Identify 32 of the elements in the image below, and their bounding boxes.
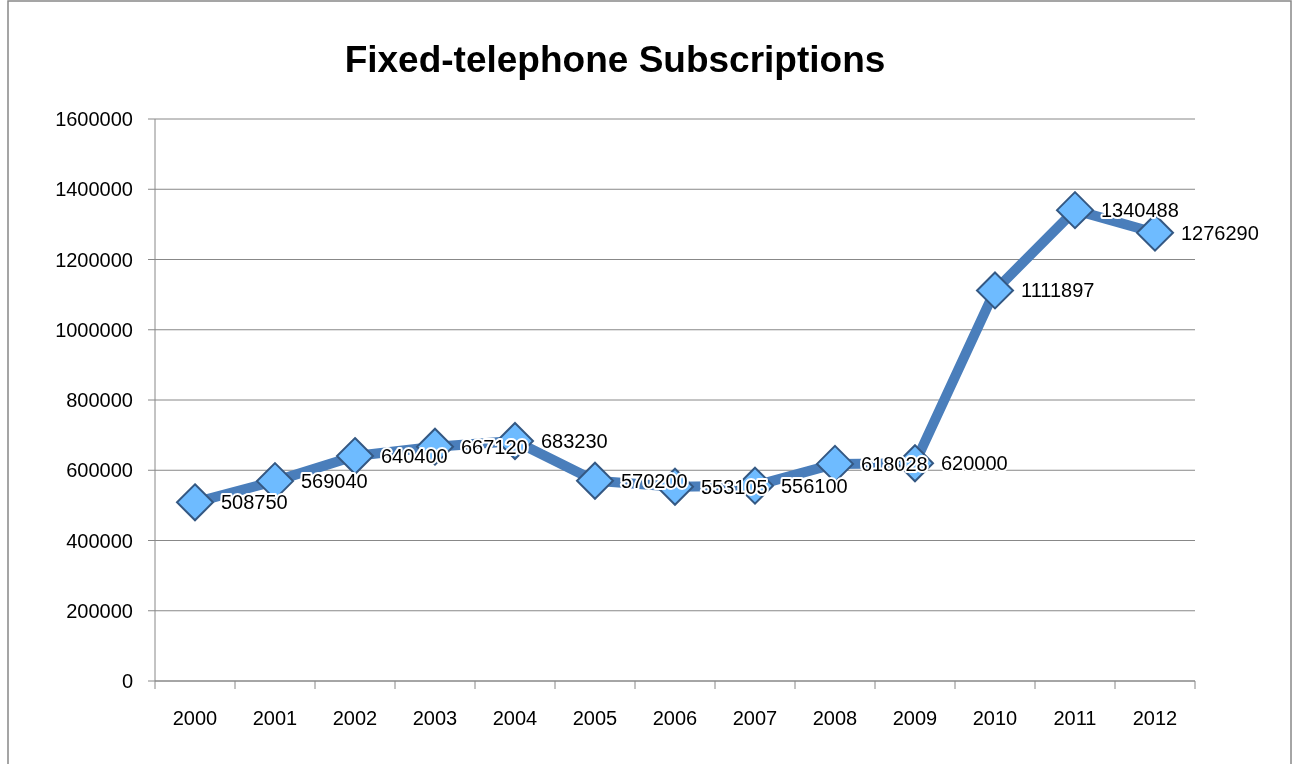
x-tick-label: 2003	[412, 707, 458, 729]
data-label: 1111897	[1021, 279, 1095, 302]
y-tick-label: 800000	[66, 389, 133, 411]
x-tick-label: 2000	[172, 707, 218, 729]
x-tick-label: 2006	[652, 707, 698, 729]
data-label: 1276290	[1181, 221, 1259, 244]
data-label: 569040	[301, 470, 368, 493]
y-tick-label: 0	[121, 670, 133, 692]
y-tick-label: 200000	[66, 599, 133, 622]
y-tick-label: 400000	[66, 529, 133, 552]
y-tick-label: 1400000	[55, 178, 133, 201]
data-label: 508750	[221, 491, 288, 514]
y-tick-label: 1600000	[55, 108, 133, 130]
chart-title: Fixed-telephone Subscriptions	[344, 39, 886, 80]
x-tick-label: 2009	[892, 707, 938, 729]
data-label: 1340488	[1101, 199, 1179, 222]
y-tick-label: 1000000	[55, 318, 133, 341]
x-tick-label: 2007	[732, 707, 778, 729]
data-label: 640400	[381, 445, 448, 468]
x-tick-label: 2002	[332, 707, 378, 729]
data-label: 620000	[941, 452, 1008, 475]
x-tick-label: 2012	[1132, 707, 1178, 729]
x-tick-label: 2008	[812, 707, 858, 729]
x-tick-label: 2005	[572, 707, 618, 729]
x-tick-label: 2004	[492, 707, 538, 729]
data-label: 556100	[781, 474, 848, 497]
data-label: 683230	[541, 430, 608, 453]
y-tick-label: 1200000	[55, 248, 133, 271]
x-tick-label: 2010	[972, 707, 1018, 729]
y-tick-label: 600000	[66, 459, 133, 482]
x-tick-label: 2011	[1053, 707, 1097, 729]
x-tick-label: 2001	[252, 707, 298, 729]
